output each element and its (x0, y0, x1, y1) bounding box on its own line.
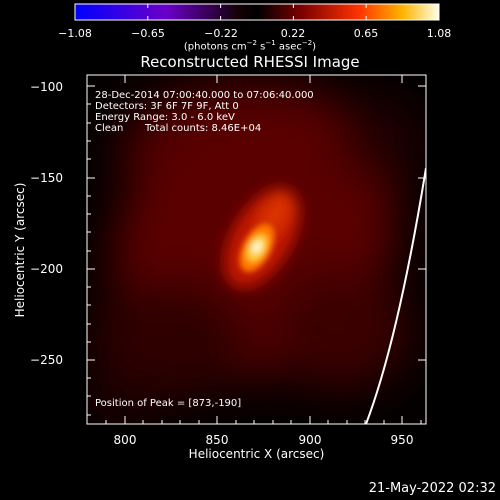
energy-range: Energy Range: 3.0 - 6.0 keV (95, 112, 235, 123)
axis-ticks (87, 75, 426, 424)
colorbar-tick-label: 1.08 (426, 27, 452, 40)
y-tick-label: −250 (30, 353, 63, 367)
y-tick-label: −150 (30, 171, 63, 185)
detectors-info: Detectors: 3F 6F 7F 9F, Att 0 (95, 101, 239, 112)
x-axis-label: Heliocentric X (arcsec) (188, 447, 325, 461)
y-axis-label: Heliocentric Y (arcsec) (13, 182, 27, 318)
colorbar (74, 3, 440, 21)
total-counts: Total counts: 8.46E+04 (145, 123, 262, 134)
y-tick-label: −100 (30, 80, 63, 94)
y-tick-label: −200 (30, 262, 63, 276)
footer-timestamp: 21-May-2022 02:32 (368, 481, 496, 496)
colorbar-ticks (74, 4, 440, 20)
colorbar-tick-label: −1.08 (58, 27, 92, 40)
x-tick-label: 850 (205, 433, 229, 447)
solar-limb (365, 167, 426, 424)
colorbar-tick-label: −0.65 (131, 27, 165, 40)
method-label: Clean (95, 123, 124, 134)
x-tick-label: 950 (390, 433, 414, 447)
colorbar-tick-label: 0.65 (353, 27, 379, 40)
colorbar-tick-label: 0.22 (280, 27, 306, 40)
peak-position: Position of Peak = [873,-190] (95, 398, 242, 409)
colorbar-units: (photons cm−2 s−1 asec−2) (183, 39, 317, 53)
plot-title: Reconstructed RHESSI Image (140, 53, 360, 71)
x-tick-label: 900 (298, 433, 322, 447)
time-range: 28-Dec-2014 07:00:40.000 to 07:06:40.000 (95, 90, 314, 101)
x-tick-label: 800 (113, 433, 137, 447)
colorbar-gradient (74, 3, 440, 21)
plot-frame (86, 74, 427, 425)
colorbar-tick-label: −0.22 (204, 27, 238, 40)
